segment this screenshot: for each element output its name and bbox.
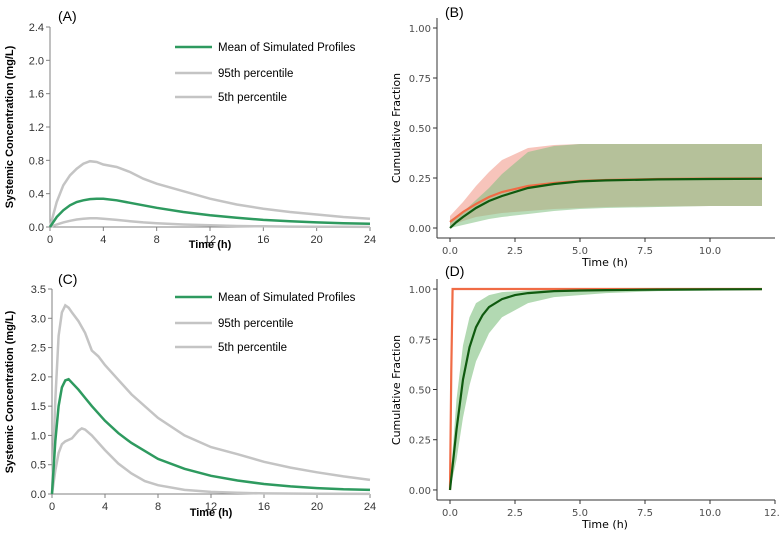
panel-c-p95-line xyxy=(50,303,371,495)
panel-a-y-tick-label: 2.0 xyxy=(29,55,44,67)
panel-a-y-tick-label: 1.6 xyxy=(29,89,44,101)
panel-d-y-tick-label: 0.00 xyxy=(409,486,431,497)
panel-a: 0.0 0.4 0.8 1.2 1.6 2.0 2.4 0 4 8 12 16 20 24 (A) Ti… xyxy=(4,8,376,251)
panel-b-x-tick-label: 2.5 xyxy=(507,246,523,257)
panel-c-mean-line xyxy=(50,377,371,495)
panel-a-x-tick-label: 12 xyxy=(204,234,216,246)
panel-a-x-tick-label: 8 xyxy=(154,234,160,246)
panel-b-y-tick-label: 0.50 xyxy=(409,124,431,135)
panel-c: 0.0 0.5 1.0 1.5 2.0 2.5 3.0 3.5 0 4 8 12 16 20 24 (C)… xyxy=(4,271,376,519)
panel-a-x-tick-label: 0 xyxy=(47,234,53,246)
panel-a-x-label: Time (h) xyxy=(189,239,232,251)
panel-d-y-tick-label: 1.00 xyxy=(409,285,431,296)
panel-d-x-tick-label: 5.0 xyxy=(572,508,588,519)
panel-a-x-tick-label: 24 xyxy=(364,234,376,246)
panel-a-y-tick-label: 0.8 xyxy=(29,155,44,167)
panel-c-x-tick-label: 20 xyxy=(311,501,323,513)
panel-d-y-tick-label: 0.75 xyxy=(409,335,431,346)
panel-d-y-label: Cumulative Fraction xyxy=(390,335,403,445)
panel-c-x-tick-label: 0 xyxy=(49,501,55,513)
panel-c-y-label: Systemic Concentration (mg/L) xyxy=(4,310,16,473)
panel-b-x-label: Time (h) xyxy=(581,256,628,269)
panel-d-label: (D) xyxy=(445,263,464,279)
panel-c-x-tick-label: 8 xyxy=(155,501,161,513)
panel-c-x-tick-label: 12 xyxy=(205,501,217,513)
legend-a-p5-label: 5th percentile xyxy=(218,92,287,104)
panel-d-x-tick-label: 12.5 xyxy=(764,508,780,519)
panel-d-x-tick-label: 7.5 xyxy=(637,508,653,519)
panel-a-x-tick-label: 16 xyxy=(257,234,269,246)
legend-c-p95-label: 95th percentile xyxy=(218,318,293,330)
panel-b-y-label: Cumulative Fraction xyxy=(390,73,403,183)
panel-b-y-tick-label: 0.00 xyxy=(409,224,431,235)
panel-b-simulated-band xyxy=(450,144,762,228)
panel-b-x-tick-label: 7.5 xyxy=(637,246,653,257)
panel-a-y-tick-label: 0.0 xyxy=(29,222,44,234)
panel-b-x-tick-label: 5.0 xyxy=(572,246,588,257)
panel-d: 0.00 0.25 0.50 0.75 1.00 0.0 2.5 5.0 7.5 10.0 12.… xyxy=(390,263,780,531)
panel-c-y-tick-label: 1.5 xyxy=(31,401,46,413)
panel-a-p95-line xyxy=(48,159,371,228)
panel-c-x-tick-label: 24 xyxy=(364,501,376,513)
panel-d-x-tick-label: 2.5 xyxy=(507,508,523,519)
panel-d-x-label: Time (h) xyxy=(581,518,628,531)
panel-d-y-tick-label: 0.25 xyxy=(409,436,431,447)
panel-a-p5-line xyxy=(49,217,371,229)
panel-d-simulated-line xyxy=(448,288,763,491)
panel-c-x-tick-label: 16 xyxy=(258,501,270,513)
legend-c-mean-label: Mean of Simulated Profiles xyxy=(218,292,356,304)
panel-a-mean-line xyxy=(48,197,371,228)
panel-c-p5-line xyxy=(50,427,371,496)
panel-a-x-tick-label: 4 xyxy=(100,234,106,246)
panel-c-y-tick-label: 3.5 xyxy=(31,284,46,296)
panel-b-y-tick-label: 0.25 xyxy=(409,174,431,185)
panel-c-label: (C) xyxy=(58,271,77,287)
panel-c-y-tick-label: 2.5 xyxy=(31,343,46,355)
legend-a-p95-label: 95th percentile xyxy=(218,68,293,80)
panel-d-y-tick-label: 0.50 xyxy=(409,386,431,397)
panel-c-y-tick-label: 2.0 xyxy=(31,372,46,384)
panel-b-y-tick-label: 0.75 xyxy=(409,74,431,85)
panel-c-y-tick-label: 0.0 xyxy=(31,489,46,501)
panel-c-y-tick-label: 0.5 xyxy=(31,460,46,472)
panel-b-simulated-line xyxy=(449,177,763,229)
panel-c-y-tick-label: 3.0 xyxy=(31,313,46,325)
panel-d-simulated-band xyxy=(450,289,762,490)
panel-a-x-tick-label: 20 xyxy=(311,234,323,246)
panel-b: 0.00 0.25 0.50 0.75 1.00 0.0 2.5 5.0 7.5 10.0 (B… xyxy=(390,4,775,269)
panel-b-x-tick-label: 10.0 xyxy=(699,246,721,257)
panel-a-y-label: Systemic Concentration (mg/L) xyxy=(4,45,16,208)
panel-d-x-tick-label: 10.0 xyxy=(699,508,721,519)
panel-b-label: (B) xyxy=(445,4,464,20)
panel-c-y-tick-label: 1.0 xyxy=(31,430,46,442)
panel-a-y-tick-label: 1.2 xyxy=(29,122,44,134)
panel-c-x-label: Time (h) xyxy=(190,507,233,519)
legend-a-mean-label: Mean of Simulated Profiles xyxy=(218,42,356,54)
panel-a-y-tick-label: 0.4 xyxy=(29,189,44,201)
panel-b-x-tick-label: 0.0 xyxy=(442,246,458,257)
panel-a-y-tick-label: 2.4 xyxy=(29,22,44,34)
panel-a-label: (A) xyxy=(58,8,77,24)
panel-c-x-tick-label: 4 xyxy=(102,501,108,513)
panel-b-y-tick-label: 1.00 xyxy=(409,24,431,35)
panel-d-x-tick-label: 0.0 xyxy=(442,508,458,519)
legend-c-p5-label: 5th percentile xyxy=(218,342,287,354)
